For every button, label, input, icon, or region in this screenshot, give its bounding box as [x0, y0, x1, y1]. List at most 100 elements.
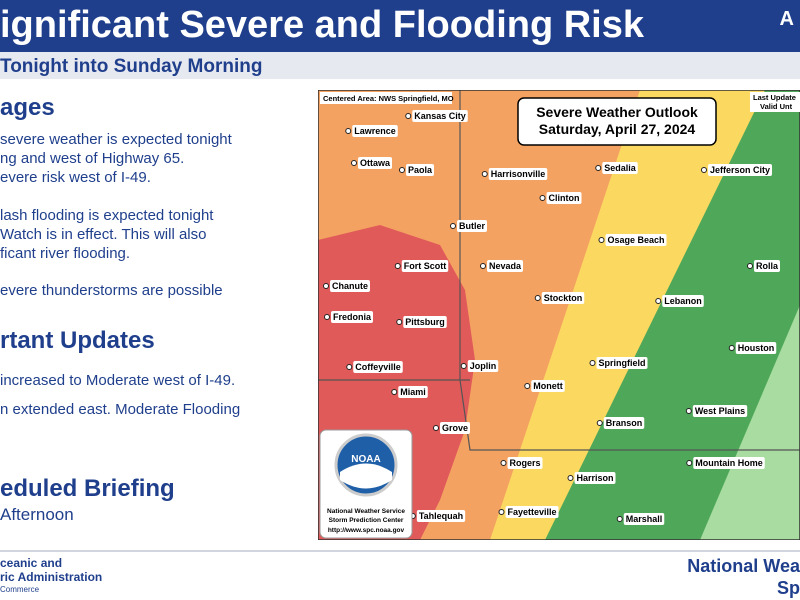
city-label-box [467, 360, 499, 372]
map-caption: Centered Area: NWS Springfield, MO [323, 94, 454, 103]
footer-text: ric Administration [0, 570, 103, 584]
city-label-box [330, 311, 374, 323]
footer-text: ceanic and [0, 556, 63, 570]
city-label: Kansas City [414, 111, 466, 121]
map-caption: Last Update [753, 93, 796, 102]
city-dot [346, 364, 353, 370]
city-label: Rolla [756, 261, 779, 271]
text-line: Watch is in effect. This will also [0, 226, 207, 243]
outlook-title: Severe Weather Outlook [536, 104, 698, 120]
city-dot [391, 389, 398, 395]
city-label-box [439, 422, 471, 434]
city-label: Ottawa [360, 158, 391, 168]
city-label-box [623, 513, 665, 525]
city-dot [323, 283, 329, 289]
city-label: Stockton [544, 293, 583, 303]
city-label: Mountain Home [695, 458, 763, 468]
city-label: Grove [442, 423, 468, 433]
map-caption: Valid Unt [760, 102, 793, 111]
subtitle: Tonight into Sunday Morning [0, 56, 263, 77]
city-label-box [398, 386, 428, 398]
city-label: Pittsburg [405, 317, 445, 327]
text-line: increased to Moderate west of I-49. [0, 372, 236, 389]
logo-text: http://www.spc.noaa.gov [328, 527, 405, 534]
city-label: Chanute [332, 281, 368, 291]
city-label-box [546, 192, 582, 204]
city-dot [728, 345, 735, 351]
city-label-box [574, 472, 616, 484]
outlook-map: Centered Area: NWS Springfield, MO Last … [318, 90, 800, 540]
city-label: Paola [408, 165, 433, 175]
city-dot [432, 425, 439, 431]
city-label-box [735, 342, 777, 354]
city-label-box [693, 457, 765, 469]
city-label: West Plains [695, 406, 745, 416]
text-line: ng and west of Highway 65. [0, 150, 185, 167]
title: ignificant Severe and Flooding Risk [0, 4, 644, 46]
city-label: Harrison [576, 473, 613, 483]
footer-text: Commerce [0, 585, 40, 594]
city-label-box [412, 110, 468, 122]
city-label: Harrisonville [491, 169, 546, 179]
text-line: evere risk west of I-49. [0, 169, 151, 186]
city-label-box [505, 506, 559, 518]
city-dot [700, 167, 707, 173]
city-label: Miami [400, 387, 426, 397]
city-dot [655, 298, 662, 304]
city-label-box [707, 164, 773, 176]
logo-text: National Weather Service [327, 508, 405, 515]
label-box [320, 92, 452, 104]
section-heading: eduled Briefing [0, 475, 175, 502]
city-dot [524, 383, 531, 389]
city-label-box [416, 510, 466, 522]
city-label-box [486, 260, 524, 272]
corner-text: A [779, 8, 794, 30]
city-label-box [405, 164, 435, 176]
city-dot [685, 408, 692, 414]
city-dot [405, 113, 412, 119]
city-label: Clinton [549, 193, 580, 203]
general-area [700, 305, 800, 540]
city-label-box [662, 295, 704, 307]
city-label: Lebanon [664, 296, 702, 306]
city-label: Joplin [470, 361, 497, 371]
city-dot [479, 263, 486, 269]
city-label: Fredonia [333, 312, 372, 322]
city-dot [534, 295, 541, 301]
city-dot [323, 314, 330, 320]
city-label: Jefferson City [710, 165, 770, 175]
city-label: Fort Scott [404, 261, 447, 271]
logo-text: Storm Prediction Center [329, 517, 404, 524]
city-dot [589, 360, 596, 366]
city-label: Fayetteville [507, 507, 556, 517]
text-line: severe weather is expected tonight [0, 131, 232, 148]
city-dot [481, 171, 488, 177]
city-label-box [605, 234, 667, 246]
city-dot [746, 263, 753, 269]
city-label: Tahlequah [419, 511, 463, 521]
text-line: Afternoon [0, 505, 74, 524]
city-layer: Kansas City Lawrence Ottawa Paola Harrisonvi… [323, 110, 781, 525]
text-line: n extended east. Moderate Flooding [0, 401, 241, 418]
city-dot [500, 460, 507, 466]
city-label-box [488, 168, 548, 180]
city-label-box [602, 162, 638, 174]
city-dot [398, 167, 405, 173]
city-dot [596, 420, 603, 426]
city-label-box [507, 457, 543, 469]
city-label: Monett [533, 381, 563, 391]
city-dot [498, 509, 505, 515]
city-dot [449, 223, 456, 229]
city-dot [396, 319, 403, 325]
header-bar [0, 0, 800, 52]
footer-rule [0, 550, 800, 552]
city-label-box [456, 220, 488, 232]
footer-text: Sp [776, 578, 800, 598]
state-border [459, 90, 800, 451]
city-label-box [403, 316, 447, 328]
city-label: Rogers [509, 458, 540, 468]
city-dot [595, 165, 602, 171]
city-label-box [541, 292, 585, 304]
outlook-box [517, 97, 717, 146]
